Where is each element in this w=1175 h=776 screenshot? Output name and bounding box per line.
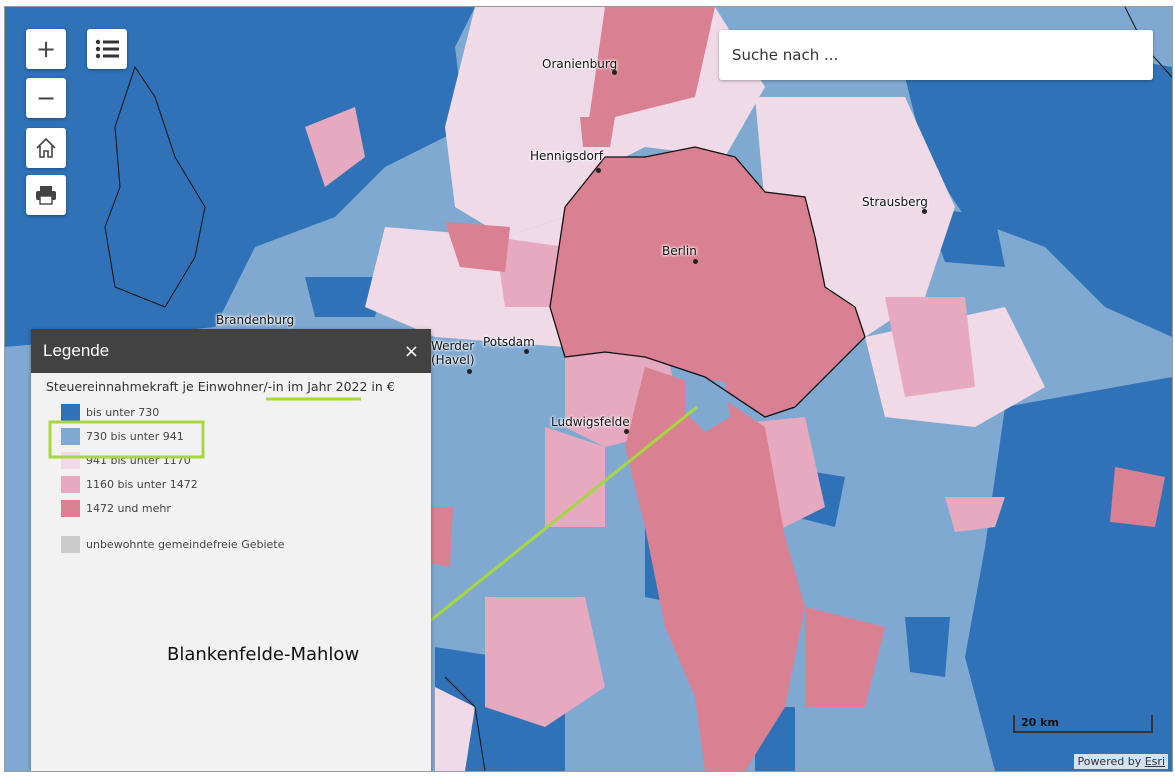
region-sw-light xyxy=(435,687,475,771)
place-oranienburg: Oranienburg xyxy=(542,57,618,71)
region-sw-rose xyxy=(445,222,510,272)
legend-swatch xyxy=(61,499,80,517)
region-south-dark-4 xyxy=(905,617,950,677)
legend-item: unbewohnte gemeindefreie Gebiete xyxy=(61,534,284,554)
legend-swatch xyxy=(61,403,80,421)
state-border-west xyxy=(104,65,206,308)
annotation-label: Blankenfelde-Mahlow xyxy=(167,644,360,665)
plus-icon: + xyxy=(35,35,57,63)
print-button[interactable] xyxy=(26,175,66,215)
place-dot-potsdam xyxy=(524,349,529,354)
legend-swatch xyxy=(61,427,80,445)
place-brandenburg: Brandenburg xyxy=(216,313,295,327)
place-dot-oranienburg xyxy=(612,70,617,75)
place-ludwigsfelde: Ludwigsfelde xyxy=(551,415,630,429)
region-northeast-dark xyxy=(905,47,1172,337)
legend-item-label: 941 bis unter 1170 xyxy=(86,453,191,467)
zoom-in-button[interactable]: + xyxy=(26,29,66,69)
region-pink-5 xyxy=(885,297,975,397)
legend-item: 1472 und mehr xyxy=(61,498,171,518)
region-e-rose xyxy=(1110,467,1165,527)
region-pink-8 xyxy=(945,497,1005,532)
region-nw-rose xyxy=(580,117,615,147)
region-pink-6 xyxy=(305,107,365,187)
search-placeholder: Suche nach ... xyxy=(732,46,839,64)
minus-icon: − xyxy=(35,84,57,112)
list-icon xyxy=(95,39,119,59)
esri-link[interactable]: Esri xyxy=(1144,755,1165,768)
legend-item-label: 1472 und mehr xyxy=(86,501,171,515)
close-icon[interactable]: × xyxy=(403,340,419,362)
legend-item: 730 bis unter 941 xyxy=(61,426,184,446)
legend-item-label: unbewohnte gemeindefreie Gebiete xyxy=(86,537,285,551)
region-north-rose xyxy=(585,7,715,147)
place-dot-werder xyxy=(467,369,472,374)
legend-item: 1160 bis unter 1472 xyxy=(61,474,198,494)
region-berlin xyxy=(550,147,865,417)
place-berlin: Berlin xyxy=(662,244,697,258)
search-input[interactable]: Suche nach ... xyxy=(719,30,1153,80)
legend-title: Legende xyxy=(43,341,110,360)
attribution: Powered by Esri xyxy=(1074,754,1168,769)
region-pink-7 xyxy=(545,427,605,527)
place-potsdam: Potsdam xyxy=(483,335,535,349)
place-dot-ludwigsfelde xyxy=(624,429,629,434)
legend-swatch xyxy=(61,451,80,469)
region-pink-4 xyxy=(485,597,605,727)
place-werder: Werder (Havel) xyxy=(431,339,475,367)
layer-list-button[interactable] xyxy=(87,29,127,69)
region-west-dark xyxy=(5,7,475,347)
region-pink-1 xyxy=(495,237,565,307)
home-icon xyxy=(36,137,56,158)
home-button[interactable] xyxy=(26,128,66,168)
state-border-sw xyxy=(444,676,486,771)
place-hennigsdorf: Hennigsdorf xyxy=(530,149,603,163)
region-blankenfelde-mahlow xyxy=(685,377,730,432)
region-sw-rose-2 xyxy=(805,607,885,707)
place-dot-berlin xyxy=(693,259,698,264)
legend-swatch xyxy=(61,535,80,553)
attribution-prefix: Powered by xyxy=(1077,755,1145,768)
annotation-pointer-line xyxy=(394,405,698,651)
place-dot-strausberg xyxy=(922,209,927,214)
scale-label: 20 km xyxy=(1021,716,1059,729)
legend-header: Legende × xyxy=(31,329,431,373)
legend-item: 941 bis unter 1170 xyxy=(61,450,191,470)
legend-item: bis unter 730 xyxy=(61,402,159,422)
place-dot-hennigsdorf xyxy=(596,168,601,173)
region-south-rose xyxy=(625,367,805,771)
legend-item-label: 1160 bis unter 1472 xyxy=(86,477,198,491)
legend-swatch xyxy=(61,475,80,493)
legend-item-label: 730 bis unter 941 xyxy=(86,429,184,443)
legend-item-label: bis unter 730 xyxy=(86,405,160,419)
map-frame: Oranienburg Hennigsdorf Strausberg Berli… xyxy=(4,6,1173,772)
place-strausberg: Strausberg xyxy=(862,195,928,209)
printer-icon xyxy=(36,186,56,205)
scale-bar: 20 km xyxy=(1013,715,1153,733)
legend-panel: Legende × Steuereinnahmekraft je Einwohn… xyxy=(31,329,431,771)
zoom-out-button[interactable]: − xyxy=(26,78,66,118)
legend-caption: Steuereinnahmekraft je Einwohner/-in im … xyxy=(46,379,395,394)
region-w-rose xyxy=(425,507,453,567)
berlin-border xyxy=(549,146,866,418)
